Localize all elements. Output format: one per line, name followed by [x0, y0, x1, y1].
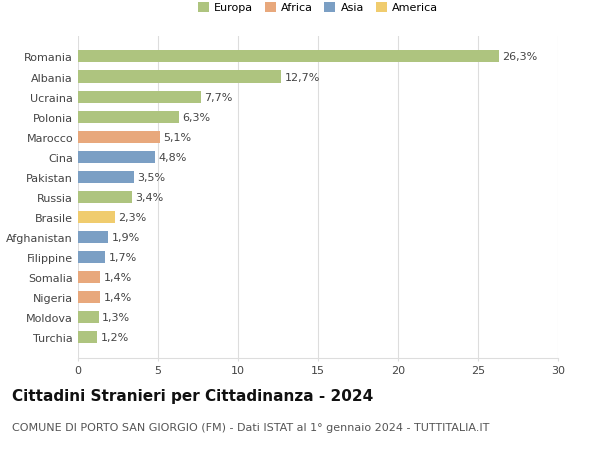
Text: 7,7%: 7,7%: [205, 92, 233, 102]
Bar: [78, 191, 133, 203]
Text: 1,4%: 1,4%: [104, 272, 132, 282]
Text: 3,4%: 3,4%: [136, 192, 164, 202]
Bar: [78, 212, 115, 224]
Bar: [78, 71, 281, 84]
Bar: [78, 91, 201, 103]
Text: 3,5%: 3,5%: [137, 173, 166, 182]
Bar: [78, 171, 134, 183]
Bar: [78, 112, 179, 123]
Text: 5,1%: 5,1%: [163, 132, 191, 142]
Bar: [78, 252, 105, 263]
Text: 1,3%: 1,3%: [102, 313, 130, 322]
Text: Cittadini Stranieri per Cittadinanza - 2024: Cittadini Stranieri per Cittadinanza - 2…: [12, 388, 373, 403]
Text: 1,7%: 1,7%: [109, 252, 137, 263]
Text: 1,4%: 1,4%: [104, 292, 132, 302]
Legend: Europa, Africa, Asia, America: Europa, Africa, Asia, America: [196, 0, 440, 16]
Text: 1,2%: 1,2%: [100, 332, 128, 342]
Bar: [78, 331, 97, 343]
Bar: [78, 291, 100, 303]
Text: 2,3%: 2,3%: [118, 213, 146, 222]
Text: 1,9%: 1,9%: [112, 232, 140, 242]
Bar: [78, 51, 499, 63]
Bar: [78, 131, 160, 143]
Bar: [78, 151, 155, 163]
Text: 4,8%: 4,8%: [158, 152, 187, 162]
Bar: [78, 231, 109, 243]
Bar: [78, 311, 99, 324]
Text: 26,3%: 26,3%: [502, 52, 537, 62]
Text: COMUNE DI PORTO SAN GIORGIO (FM) - Dati ISTAT al 1° gennaio 2024 - TUTTITALIA.IT: COMUNE DI PORTO SAN GIORGIO (FM) - Dati …: [12, 422, 490, 432]
Text: 6,3%: 6,3%: [182, 112, 210, 123]
Bar: [78, 271, 100, 283]
Text: 12,7%: 12,7%: [284, 73, 320, 82]
